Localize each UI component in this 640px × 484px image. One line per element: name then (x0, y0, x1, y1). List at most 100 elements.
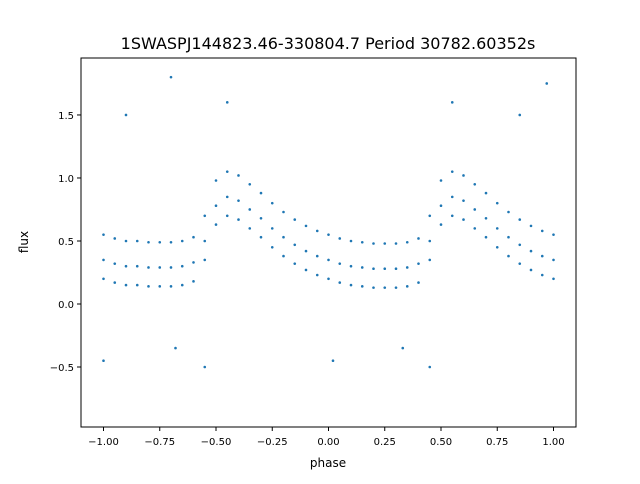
data-point (372, 242, 375, 245)
data-point (450, 170, 454, 173)
data-point (135, 264, 139, 268)
data-point (102, 258, 105, 262)
data-point (135, 283, 139, 287)
y-tick-label: 1.5 (58, 111, 74, 122)
data-point (282, 254, 285, 258)
data-point (417, 262, 420, 265)
data-point (495, 227, 499, 230)
y-tick-label: 0.5 (58, 237, 74, 248)
data-point (225, 195, 229, 199)
data-point (102, 233, 105, 236)
data-point (540, 229, 544, 233)
data-point (394, 267, 398, 271)
data-point (552, 258, 555, 262)
data-point (405, 266, 409, 269)
data-point (113, 262, 117, 265)
data-point (349, 283, 353, 287)
data-point (259, 191, 263, 195)
data-point (552, 277, 555, 281)
data-point (124, 283, 128, 287)
data-point (248, 182, 252, 186)
data-point (338, 237, 342, 240)
data-point (158, 285, 162, 288)
data-point (383, 242, 387, 245)
data-point (450, 214, 454, 218)
data-point (394, 286, 398, 289)
outlier-point (174, 346, 177, 350)
data-point (214, 223, 218, 226)
data-point (315, 229, 319, 233)
data-point (439, 223, 443, 226)
y-tick-label: 1.0 (58, 174, 74, 185)
outlier-point (428, 365, 432, 369)
data-point (248, 208, 252, 211)
data-point (383, 286, 387, 289)
data-point (338, 262, 342, 265)
data-point (248, 227, 252, 230)
data-point (203, 258, 207, 262)
data-point (259, 235, 263, 239)
data-point (518, 218, 522, 221)
data-point (180, 283, 184, 287)
data-point (428, 258, 432, 262)
data-point (214, 179, 218, 182)
outlier-point (203, 365, 207, 369)
x-tick-label: −0.50 (201, 437, 232, 448)
data-point (147, 285, 150, 288)
data-point (349, 264, 353, 268)
data-point (293, 262, 297, 265)
data-point (484, 235, 488, 239)
y-tick-label: −0.5 (50, 363, 74, 374)
data-point (293, 243, 297, 247)
x-tick-label: −0.25 (257, 437, 288, 448)
data-point (270, 245, 274, 249)
x-axis: −1.00 −0.75 −0.50 −0.25 0.00 0.25 0.50 0.75 1.00 (88, 427, 565, 448)
data-point (507, 254, 510, 258)
data-point (124, 239, 128, 243)
data-point (304, 268, 308, 272)
data-point (169, 285, 173, 288)
data-point (237, 218, 240, 221)
data-point (327, 233, 330, 236)
data-point (327, 277, 330, 281)
data-point (405, 285, 409, 288)
data-point (203, 214, 207, 218)
data-point (259, 217, 263, 220)
outlier-point (545, 82, 549, 85)
data-point (360, 285, 364, 288)
data-point (450, 195, 454, 199)
data-point (372, 267, 375, 271)
data-point (417, 237, 420, 240)
x-tick-label: 1.00 (542, 437, 564, 448)
data-point (203, 239, 207, 243)
data-point (102, 277, 105, 281)
data-point (214, 204, 218, 208)
data-point (113, 237, 117, 240)
data-point (473, 208, 477, 211)
data-point (405, 240, 409, 244)
x-tick-label: 0.25 (374, 437, 396, 448)
data-point (180, 239, 184, 243)
data-point (237, 174, 240, 177)
x-tick-label: −0.75 (144, 437, 175, 448)
data-point (462, 199, 465, 202)
data-point (383, 267, 387, 271)
data-point (192, 261, 195, 264)
data-point (315, 254, 319, 258)
data-point (225, 214, 229, 218)
outlier-point (331, 359, 335, 363)
data-point (360, 240, 364, 244)
data-point (124, 264, 128, 268)
x-tick-label: 0.50 (430, 437, 452, 448)
data-point (282, 235, 285, 239)
data-point (293, 218, 297, 221)
outlier-point (102, 359, 105, 363)
data-point (338, 281, 342, 284)
x-tick-label: 0.00 (317, 437, 339, 448)
data-point (394, 242, 398, 245)
data-point (135, 239, 139, 243)
x-tick-label: −1.00 (88, 437, 119, 448)
data-point (304, 249, 308, 253)
data-point (439, 179, 443, 182)
x-tick-label: 0.75 (486, 437, 508, 448)
